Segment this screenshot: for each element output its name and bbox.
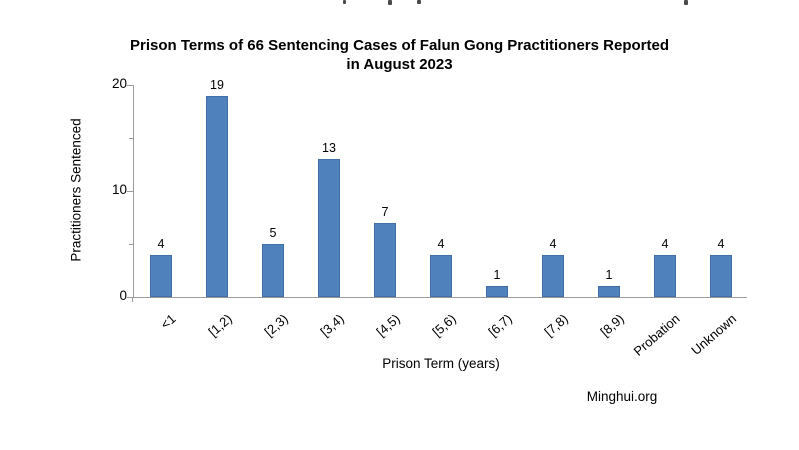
bar-value-label: 5: [269, 226, 277, 240]
bar: [206, 96, 228, 297]
chart-title-line-1: Prison Terms of 66 Sentencing Cases of F…: [130, 37, 669, 54]
bar: [150, 255, 172, 297]
y-axis-line: [133, 85, 134, 298]
y-axis-major-tick: [127, 191, 133, 192]
cropped-text-fragment: [684, 0, 688, 5]
bar-value-label: 4: [157, 237, 165, 251]
bar-value-label: 4: [717, 237, 725, 251]
y-axis-title: Practitioners Sentenced: [68, 118, 84, 262]
bar-value-label: 7: [381, 205, 389, 219]
bar: [542, 255, 564, 297]
y-axis-tick-label: 20: [111, 76, 127, 91]
y-axis-minor-tick: [129, 244, 133, 245]
y-axis-major-tick: [127, 85, 133, 86]
bar: [486, 286, 508, 297]
x-axis-category-label: [5,6): [429, 311, 459, 340]
bar: [598, 286, 620, 297]
x-axis-title: Prison Term (years): [382, 356, 500, 371]
cropped-text-fragment: [417, 0, 421, 4]
bar-value-label: 19: [210, 78, 224, 92]
y-axis-tick-label: 0: [119, 288, 127, 303]
y-axis-major-tick: [127, 297, 133, 298]
bar-value-label: 1: [493, 268, 501, 282]
x-axis-category-label: [2,3): [261, 311, 291, 340]
chart-title: Prison Terms of 66 Sentencing Cases of F…: [0, 36, 799, 74]
x-axis-category-label: [7,8): [541, 311, 571, 340]
x-axis-category-label: Unknown: [688, 311, 739, 358]
bar-value-label: 4: [549, 237, 557, 251]
bar: [318, 159, 340, 297]
cropped-text-fragment: [343, 0, 346, 4]
bar: [374, 223, 396, 297]
x-axis-category-label: [8,9): [597, 311, 627, 340]
bar-value-label: 4: [661, 237, 669, 251]
x-axis-category-label: <1: [157, 311, 179, 333]
cropped-text-fragment: [388, 0, 392, 5]
bar: [654, 255, 676, 297]
bar: [262, 244, 284, 297]
chart-title-line-2: in August 2023: [346, 56, 453, 73]
x-axis-category-label: Probation: [630, 311, 683, 359]
x-axis-category-label: [4,5): [373, 311, 403, 340]
y-axis-tick-label: 10: [111, 182, 127, 197]
x-axis-origin-tick: [132, 297, 133, 302]
bar-value-label: 1: [605, 268, 613, 282]
y-axis-minor-tick: [129, 138, 133, 139]
x-axis-category-label: [3,4): [317, 311, 347, 340]
x-axis-category-label: [6,7): [485, 311, 515, 340]
x-axis-line: [133, 297, 747, 298]
bar: [430, 255, 452, 297]
bar-value-label: 4: [437, 237, 445, 251]
bar: [710, 255, 732, 297]
bar-value-label: 13: [322, 141, 336, 155]
x-axis-category-label: [1,2): [205, 311, 235, 340]
source-label: Minghui.org: [586, 389, 658, 404]
